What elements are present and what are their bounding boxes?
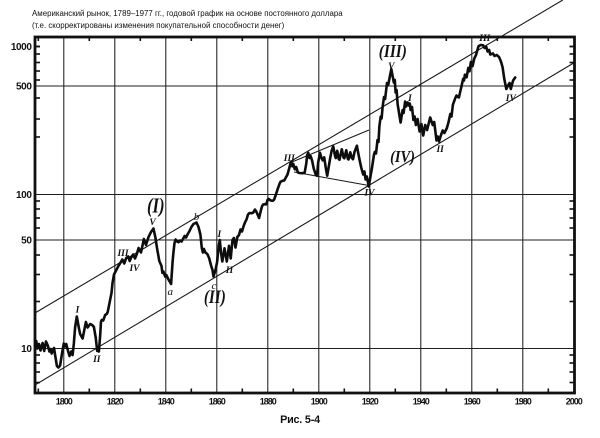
svg-text:1900: 1900 [311,397,328,407]
svg-text:1940: 1940 [413,397,430,407]
svg-text:I: I [407,94,412,104]
svg-text:(I): (I) [147,195,165,218]
svg-text:10: 10 [21,344,32,355]
svg-text:IV: IV [505,94,517,104]
svg-text:(II): (II) [204,286,226,307]
svg-text:II: II [225,266,234,276]
svg-text:1920: 1920 [362,397,379,407]
svg-text:III: III [116,249,128,259]
svg-text:V: V [388,62,395,72]
svg-text:I: I [216,230,221,240]
svg-text:II: II [92,355,101,365]
svg-text:c: c [211,280,216,292]
svg-text:IV: IV [363,189,375,199]
svg-text:III: III [283,154,295,164]
svg-text:V: V [149,218,156,228]
svg-text:b: b [194,211,200,223]
svg-text:1000: 1000 [11,42,32,53]
svg-text:(III): (III) [379,41,407,61]
svg-text:1980: 1980 [515,397,532,407]
svg-text:II: II [435,145,444,155]
svg-text:(т.е. скорректированы изменени: (т.е. скорректированы изменения покупате… [32,21,285,30]
svg-text:1840: 1840 [158,397,175,407]
svg-text:1860: 1860 [209,397,226,407]
svg-text:IV: IV [128,264,140,274]
svg-text:(IV): (IV) [390,148,415,166]
svg-text:Рис. 5-4: Рис. 5-4 [280,414,320,426]
svg-text:2000: 2000 [566,397,583,407]
svg-text:500: 500 [16,82,32,93]
svg-text:III: III [478,34,490,44]
svg-text:Американский рынок, 1789–1977: Американский рынок, 1789–1977 гг., годов… [32,9,343,18]
svg-text:a: a [168,286,174,298]
svg-text:50: 50 [21,236,32,247]
svg-text:1800: 1800 [56,397,73,407]
svg-text:100: 100 [16,190,32,201]
svg-text:1880: 1880 [260,397,277,407]
svg-text:1820: 1820 [107,397,124,407]
svg-text:1960: 1960 [464,397,481,407]
svg-text:I: I [75,306,80,316]
